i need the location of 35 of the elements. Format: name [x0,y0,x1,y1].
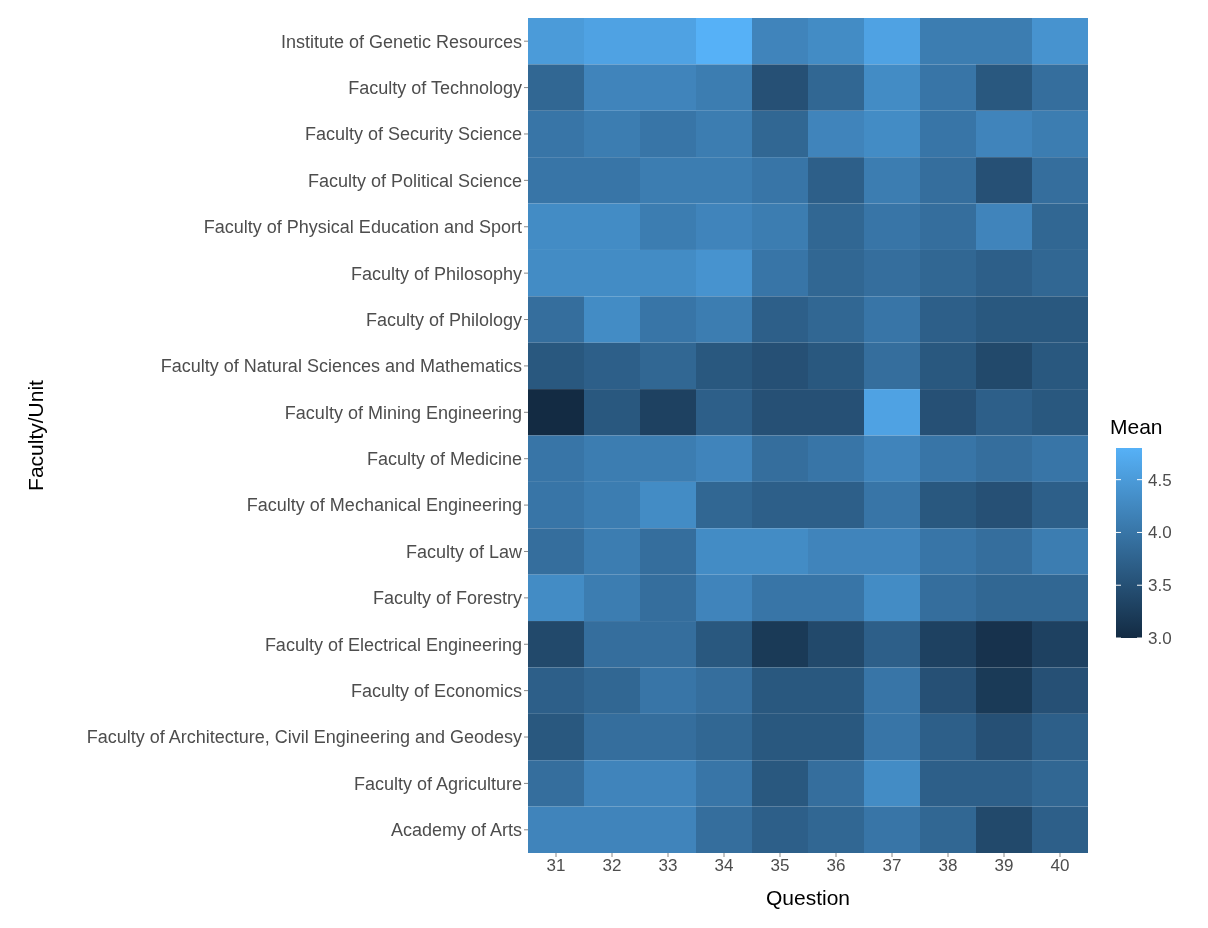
color-bar-label: 4.0 [1148,523,1172,543]
y-tick-label: Faculty of Economics [350,681,522,702]
color-bar-title: Mean [1110,415,1163,438]
y-tick-label: Institute of Genetic Resources [280,31,522,52]
y-tick-label: Faculty of Mining Engineering [284,402,522,423]
y-tick-label: Faculty of Security Science [304,124,522,145]
y-tick-label: Faculty of Forestry [372,588,522,609]
x-tick-label: 38 [938,856,958,876]
x-tick-label: 39 [994,856,1014,876]
y-tick-label: Academy of Arts [390,820,522,841]
color-bar-label: 4.5 [1148,470,1172,490]
x-tick-label: 34 [714,856,734,876]
color-bar-label: 3.5 [1148,576,1172,596]
y-tick-label: Faculty of Architecture, Civil Engineering and Geodesy [86,727,522,748]
y-tick-label: Faculty of Electrical Engineering [264,634,522,655]
y-tick-label: Faculty of Political Science [307,170,522,191]
x-tick-label: 32 [602,856,622,876]
y-axis-title: Faculty/Unit [24,379,48,491]
x-tick-label: 33 [658,856,678,876]
y-tick-label: Faculty of Physical Education and Sport [203,217,522,238]
color-bar-label: 3.0 [1148,629,1172,648]
x-tick-label: 40 [1050,856,1070,876]
y-tick-label: Faculty of Agriculture [353,773,522,794]
x-tick-label: 37 [882,856,902,876]
x-tick-label: 31 [546,856,566,876]
x-tick-label: 35 [770,856,790,876]
y-tick-label: Faculty of Natural Sciences and Mathematics [160,356,522,377]
y-tick-label: Faculty of Philosophy [350,263,522,284]
y-tick-label: Faculty of Mechanical Engineering [246,495,522,516]
x-tick-label: 36 [826,856,846,876]
y-tick-label: Faculty of Medicine [366,449,522,470]
x-axis-title: Question [765,886,851,909]
y-tick-label: Faculty of Law [405,541,523,562]
y-tick-label: Faculty of Philology [365,309,522,330]
y-tick-label: Faculty of Technology [348,77,522,98]
